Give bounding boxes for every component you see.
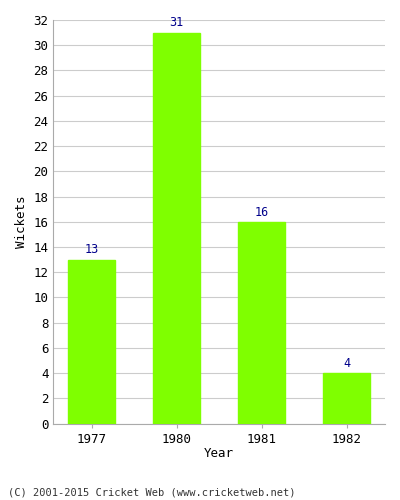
Text: 16: 16 — [254, 206, 269, 218]
Y-axis label: Wickets: Wickets — [15, 196, 28, 248]
Bar — [68, 260, 115, 424]
Bar — [154, 32, 200, 424]
Bar — [323, 373, 370, 424]
Text: 13: 13 — [85, 244, 99, 256]
Text: (C) 2001-2015 Cricket Web (www.cricketweb.net): (C) 2001-2015 Cricket Web (www.cricketwe… — [8, 488, 296, 498]
X-axis label: Year: Year — [204, 447, 234, 460]
Text: 4: 4 — [343, 357, 350, 370]
Bar — [238, 222, 285, 424]
Text: 31: 31 — [170, 16, 184, 30]
